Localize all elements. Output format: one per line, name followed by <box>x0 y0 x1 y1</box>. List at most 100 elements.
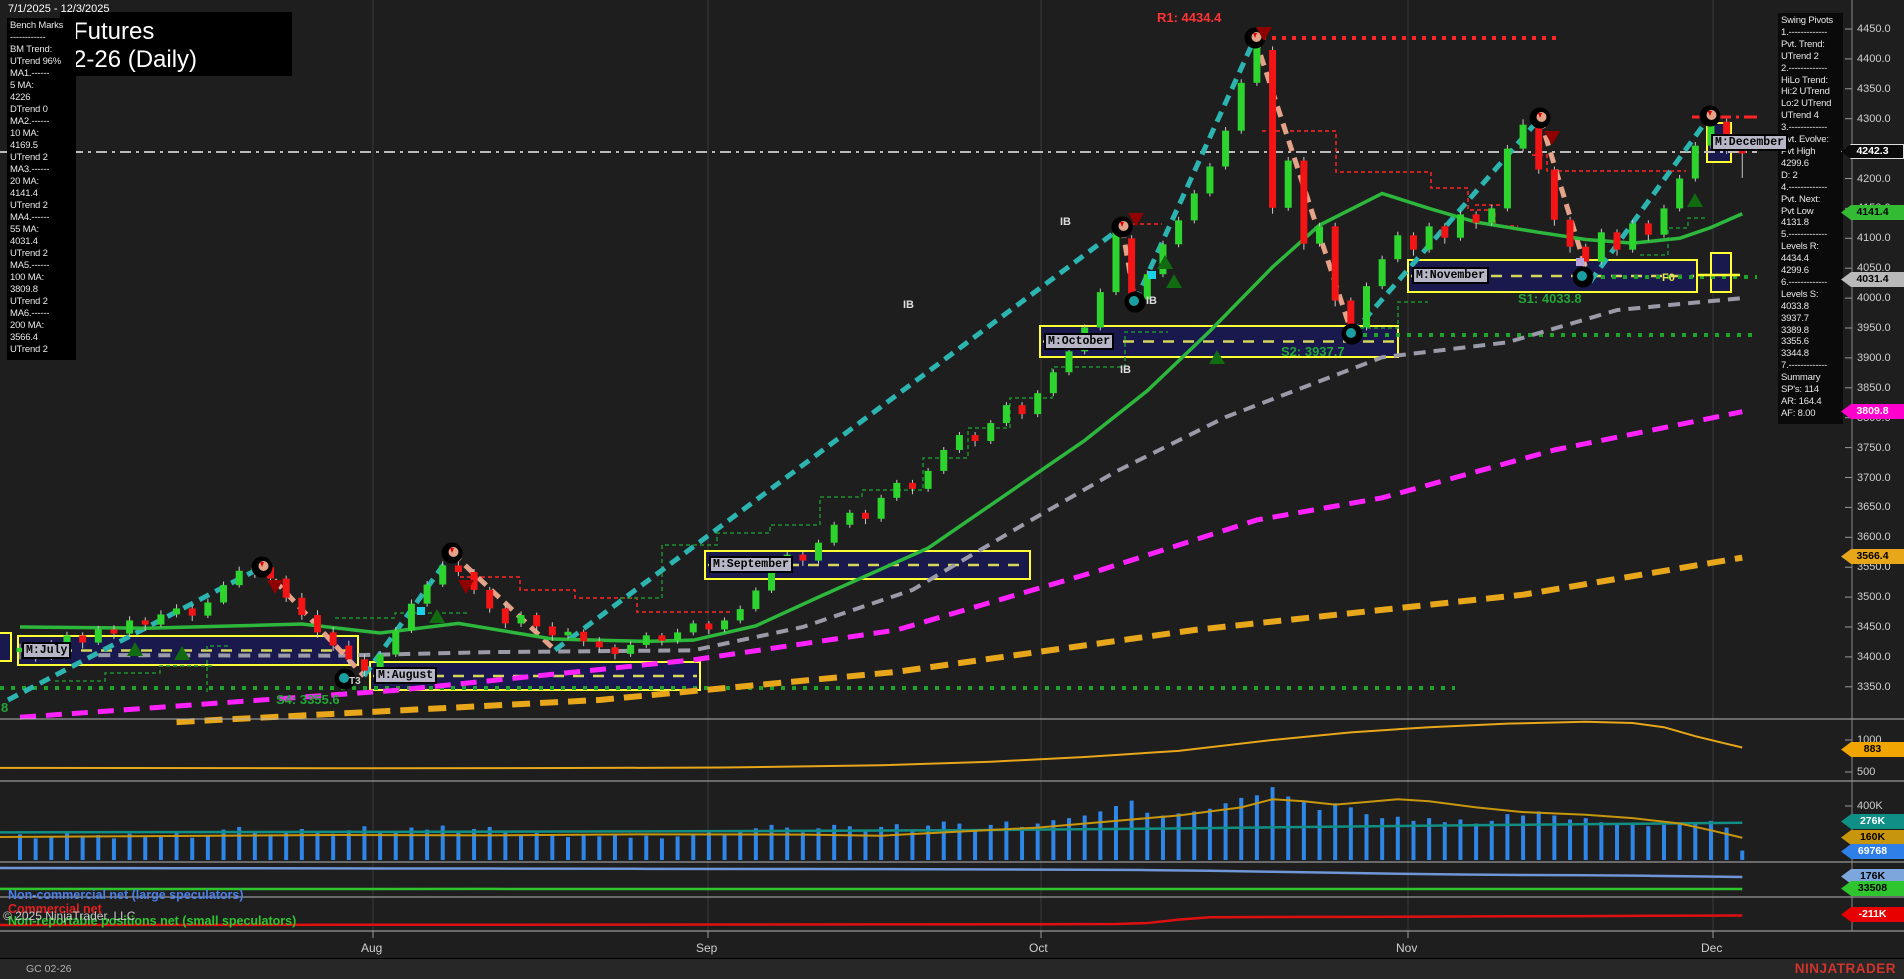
cot-legend-label: Commercial net <box>8 902 102 916</box>
chart-annotation: S1: 4033.8 <box>1518 291 1582 306</box>
month-label-chip[interactable]: M:August <box>374 667 438 684</box>
swing-pivots-line: 4434.4 <box>1781 253 1809 265</box>
price-axis-tick-label: 4100.0 <box>1857 232 1891 245</box>
bench-marks-line: MA3.------ <box>10 164 50 175</box>
chart-annotation: IB <box>1146 295 1157 307</box>
bench-marks-line: 3809.8 <box>10 284 38 295</box>
price-axis-tick-label: 3550.0 <box>1857 561 1891 574</box>
swing-pivots-line: D: 2 <box>1781 169 1798 181</box>
swing-pivots-line: UTrend 2 <box>1781 50 1819 62</box>
month-label-chip[interactable]: M:December <box>1711 133 1789 151</box>
price-axis-tick-label: 4450.0 <box>1857 23 1891 35</box>
bench-marks-lines: ------------ BM Trend: UTrend 96% MA1.-----… <box>10 32 76 356</box>
bench-marks-line: 4169.5 <box>10 140 38 151</box>
bottom-status-strip: GC 02-26 NINJATRADER <box>0 958 1904 979</box>
bench-marks-line: DTrend 0 <box>10 104 48 115</box>
price-axis-value-tag: 276K <box>1841 814 1904 829</box>
ninjatrader-logo: NINJATRADER <box>1794 961 1896 976</box>
swing-pivots-line: UTrend 4 <box>1781 110 1819 122</box>
bench-marks-line: MA1.------ <box>10 68 50 79</box>
bench-marks-line: 4031.4 <box>10 236 38 247</box>
panel-axis-tick-label: 500 <box>1857 766 1876 778</box>
price-axis-tick-label: 3650.0 <box>1857 501 1891 514</box>
swing-pivots-line: 3389.8 <box>1781 324 1809 336</box>
swing-pivots-line: 3937.7 <box>1781 312 1809 324</box>
swing-pivots-line: AR: 164.4 <box>1781 396 1822 407</box>
copyright-label: © 2025 NinjaTrader, LLC <box>3 909 136 923</box>
price-axis-tick-label: 3750.0 <box>1857 441 1891 454</box>
chart-annotation: IB <box>1120 364 1131 376</box>
bench-marks-line: UTrend 2 <box>10 296 48 307</box>
swing-pivots-title: Swing Pivots <box>1781 15 1833 26</box>
chart-annotation: F0 <box>1662 272 1675 284</box>
price-axis-tick-label: 4000.0 <box>1857 292 1891 305</box>
chart-annotation: T3 <box>349 676 361 687</box>
swing-pivots-line: SP's: 114 <box>1781 384 1819 396</box>
price-axis-value-tag: 4031.4 <box>1841 272 1904 287</box>
swing-pivots-line: 4033.8 <box>1781 300 1809 312</box>
price-axis-value-tag: 883 <box>1841 742 1904 757</box>
swing-pivots-line: Pvt High <box>1781 145 1816 157</box>
swing-pivots-line: Summary <box>1781 372 1821 384</box>
bench-marks-title: Bench Marks <box>10 20 64 31</box>
x-axis-month-label: Nov <box>1396 941 1418 955</box>
month-label-chip[interactable]: M:October <box>1044 332 1115 350</box>
bench-marks-line: MA2.------ <box>10 116 50 127</box>
swing-pivots-line: 1.------------- <box>1781 26 1828 38</box>
bench-marks-line: UTrend 2 <box>10 200 48 211</box>
bench-marks-line: BM Trend: <box>10 44 53 55</box>
swing-pivots-line: 5.------------- <box>1781 229 1828 241</box>
bench-marks-line: 4226 <box>10 92 31 103</box>
price-axis-tick-label: 4400.0 <box>1857 52 1891 65</box>
price-axis-value-tag: 160K <box>1841 830 1904 845</box>
x-axis-month-label: Oct <box>1029 941 1048 955</box>
bench-marks-line: 4141.4 <box>10 188 38 199</box>
bench-marks-line: 20 MA: <box>10 176 39 187</box>
panel-axis-tick-label: 400K <box>1857 800 1883 812</box>
swing-pivots-line: Pvt. Evolve: <box>1781 134 1829 146</box>
price-axis-tick-label: 3350.0 <box>1857 680 1891 693</box>
x-axis-month-label: Dec <box>1701 941 1723 955</box>
swing-pivots-line: 3355.6 <box>1781 336 1809 348</box>
price-axis-tick-label: 4350.0 <box>1857 82 1891 95</box>
swing-pivots-panel: Swing Pivots 1.------------- Pvt. Trend: U… <box>1778 13 1843 424</box>
bench-marks-line: MA4.------ <box>10 212 50 223</box>
swing-pivots-line: AF: 8.00 <box>1781 407 1816 419</box>
swing-pivots-line: Pvt. Trend: <box>1781 38 1825 50</box>
instrument-tab[interactable]: GC 02-26 <box>26 963 72 975</box>
cot-legend-label: Non-commercial net (large speculators) <box>8 888 244 902</box>
bench-marks-line: ------------ <box>10 32 46 43</box>
month-label-chip[interactable]: M:September <box>709 556 793 573</box>
chart-title-box: Futures 2-26 (Daily) <box>60 12 292 76</box>
bench-marks-line: UTrend 2 <box>10 248 48 259</box>
swing-pivots-line: Pvt. Next: <box>1781 193 1821 205</box>
swing-pivots-line: 3.------------- <box>1781 122 1828 134</box>
month-label-chip[interactable]: M:July <box>22 641 72 659</box>
chart-annotation: IB <box>903 299 914 311</box>
chart-title-line1: Futures <box>73 18 155 45</box>
bench-marks-line: 3566.4 <box>10 332 38 343</box>
chart-title-line2: 2-26 (Daily) <box>73 46 198 73</box>
chart-annotation: R1: 4434.4 <box>1157 10 1222 25</box>
swing-pivots-line: 4299.6 <box>1781 157 1809 169</box>
swing-pivots-line: 4299.6 <box>1781 265 1809 277</box>
bench-marks-line: 10 MA: <box>10 128 39 139</box>
price-axis-value-tag: 3809.8 <box>1841 404 1904 419</box>
chart-annotation: 8 <box>1 700 9 715</box>
swing-pivots-line: 2.------------- <box>1781 62 1828 74</box>
swing-pivots-line: 7.------------- <box>1781 360 1828 372</box>
price-axis-tick-label: 3700.0 <box>1857 471 1891 484</box>
price-axis-tick-label: 3450.0 <box>1857 621 1891 633</box>
price-axis-tick-label: 4300.0 <box>1857 112 1891 125</box>
swing-pivots-line: HiLo Trend: <box>1781 74 1828 86</box>
price-axis-tick-label: 3600.0 <box>1857 531 1891 544</box>
swing-pivots-line: 4131.8 <box>1781 217 1809 229</box>
price-axis-value-tag: 3566.4 <box>1841 549 1904 564</box>
bench-marks-line: UTrend 2 <box>10 152 48 163</box>
price-axis-tick-label: 3900.0 <box>1857 351 1891 364</box>
x-axis-month-label: Sep <box>696 941 718 955</box>
swing-pivots-lines: 1.------------- Pvt. Trend: UTrend 2 2.----… <box>1781 27 1843 420</box>
swing-pivots-line: Pvt Low <box>1781 205 1814 217</box>
month-label-chip[interactable]: M:November <box>1412 267 1490 284</box>
